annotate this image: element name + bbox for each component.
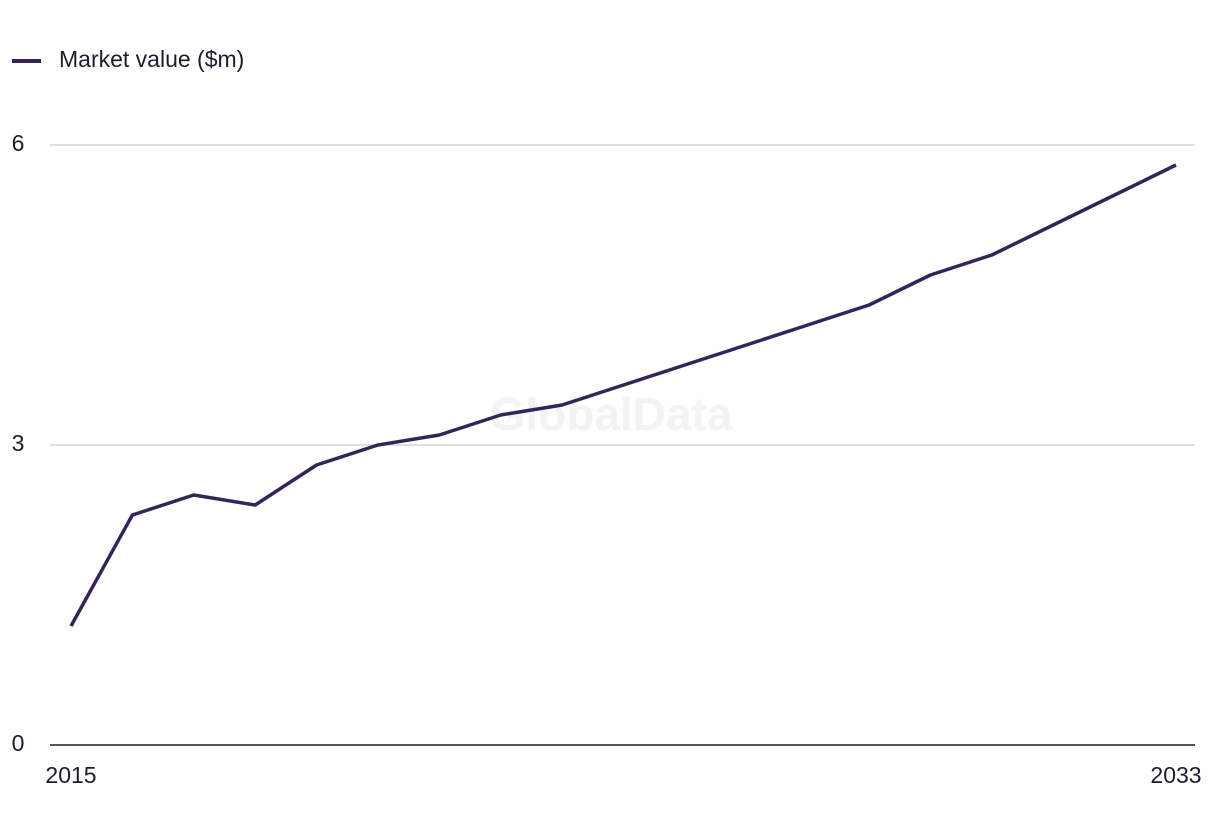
y-tick-label: 0 <box>12 730 25 756</box>
y-tick-label: 3 <box>12 430 25 456</box>
x-tick-label: 2015 <box>45 762 96 788</box>
watermark: GlobalData <box>490 388 733 440</box>
y-tick-label: 6 <box>12 130 25 156</box>
legend-label: Market value ($m) <box>59 46 244 72</box>
line <box>69 163 1177 627</box>
x-tick-label: 2033 <box>1150 762 1201 788</box>
